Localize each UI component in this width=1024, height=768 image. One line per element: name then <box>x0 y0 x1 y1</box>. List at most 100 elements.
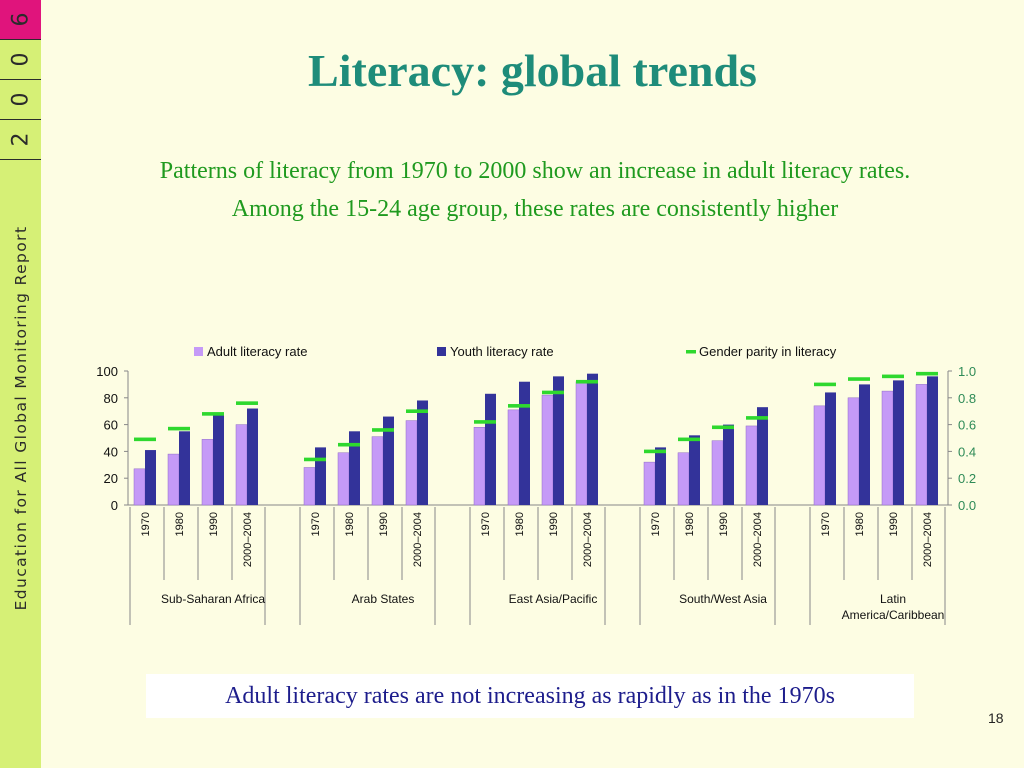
youth-rate-bar <box>893 380 904 505</box>
y-right-tick-label: 1.0 <box>958 364 976 379</box>
adult-rate-bar <box>133 468 146 506</box>
period-label: 1970 <box>820 512 832 536</box>
youth-rate-bar <box>689 435 700 505</box>
period-label: 1980 <box>514 512 526 536</box>
youth-rate-bar <box>383 416 394 505</box>
period-label: 1990 <box>888 512 900 536</box>
youth-rate-bar <box>315 447 326 505</box>
youth-rate-bar <box>825 392 836 505</box>
adult-rate-bar <box>235 424 248 506</box>
adult-rate-bar <box>337 452 350 506</box>
y-left-tick-label: 40 <box>104 444 118 459</box>
period-label: 1990 <box>718 512 730 536</box>
adult-rate-bar <box>303 467 316 506</box>
period-label: 1980 <box>174 512 186 536</box>
subtitle-line-2: Among the 15-24 age group, these rates a… <box>231 196 839 222</box>
period-label: 2000–2004 <box>412 512 424 567</box>
gender-parity-marker <box>678 437 700 442</box>
period-label: 2000–2004 <box>752 512 764 567</box>
group-label: Arab States <box>352 592 415 606</box>
year-digit: 2 <box>0 120 41 160</box>
year-digit: 0 <box>0 40 41 80</box>
period-label: 1980 <box>344 512 356 536</box>
y-left-tick-label: 20 <box>104 471 118 486</box>
y-left-tick-label: 80 <box>104 391 118 406</box>
y-right-tick-label: 0.0 <box>958 498 976 513</box>
gender-parity-marker <box>848 377 870 381</box>
y-right-tick-label: 0.6 <box>958 418 976 433</box>
legend-swatch <box>437 347 446 356</box>
youth-rate-bar <box>859 384 870 505</box>
adult-rate-bar <box>643 461 656 506</box>
slide-subtitle: Patterns of literacy from 1970 to 2000 s… <box>50 152 1020 228</box>
gender-parity-marker <box>372 428 394 432</box>
legend-swatch <box>194 347 203 356</box>
y-left-tick-label: 60 <box>104 418 118 433</box>
youth-rate-bar <box>247 408 258 505</box>
period-label: 2000–2004 <box>922 512 934 567</box>
gender-parity-marker <box>882 374 904 379</box>
period-label: 2000–2004 <box>242 512 254 567</box>
adult-rate-bar <box>915 384 928 506</box>
sidebar: 6 0 0 2 Education for All Global Monitor… <box>0 0 41 768</box>
youth-rate-bar <box>587 373 598 505</box>
gender-parity-marker <box>712 425 734 430</box>
period-label: 1980 <box>854 512 866 536</box>
gender-parity-marker <box>406 409 428 413</box>
gender-parity-marker <box>644 449 666 454</box>
year-badge: 6 0 0 2 <box>0 0 41 160</box>
adult-rate-bar <box>371 436 384 506</box>
y-right-tick-label: 0.4 <box>958 444 976 459</box>
period-label: 2000–2004 <box>582 512 594 567</box>
group-label: Sub-Saharan Africa <box>161 592 265 606</box>
subtitle-line-1: Patterns of literacy from 1970 to 2000 s… <box>159 158 911 184</box>
youth-rate-bar <box>519 381 530 505</box>
slide-title: Literacy: global trends <box>308 45 757 96</box>
group-label: East Asia/Pacific <box>509 592 598 606</box>
youth-rate-bar <box>179 431 190 505</box>
adult-rate-bar <box>813 405 826 506</box>
adult-rate-bar <box>575 381 588 506</box>
period-label: 1990 <box>548 512 560 536</box>
youth-rate-bar <box>349 431 360 505</box>
youth-rate-bar <box>213 415 224 505</box>
group-label: Latin America/Caribbean <box>842 592 945 622</box>
legend-label: Gender parity in literacy <box>699 344 837 359</box>
y-left-tick-label: 0 <box>111 498 118 513</box>
y-right-tick-label: 0.8 <box>958 391 976 406</box>
gender-parity-marker <box>202 412 224 416</box>
gender-parity-marker <box>304 457 326 462</box>
gender-parity-marker <box>168 426 190 431</box>
y-left-tick-label: 100 <box>96 364 118 379</box>
gender-parity-marker <box>746 416 768 420</box>
gender-parity-marker <box>576 379 598 384</box>
adult-rate-bar <box>541 394 554 506</box>
gender-parity-marker <box>814 382 836 387</box>
youth-rate-bar <box>655 447 666 505</box>
youth-rate-bar <box>145 450 156 505</box>
adult-rate-bar <box>405 420 418 506</box>
gender-parity-marker <box>508 404 530 408</box>
period-label: 1970 <box>140 512 152 536</box>
page-number: 18 <box>988 710 1004 726</box>
gender-parity-marker <box>134 437 156 442</box>
slide-footnote: Adult literacy rates are not increasing … <box>146 674 914 718</box>
period-label: 1990 <box>208 512 220 536</box>
adult-rate-bar <box>881 390 894 506</box>
gender-parity-marker <box>542 390 564 395</box>
gender-parity-marker <box>236 401 258 405</box>
year-digit: 6 <box>0 0 41 40</box>
adult-rate-bar <box>847 397 860 506</box>
gender-parity-marker <box>338 442 360 447</box>
period-label: 1990 <box>378 512 390 536</box>
adult-rate-bar <box>201 439 214 506</box>
group-label-line: Latin <box>880 592 906 606</box>
year-digit: 0 <box>0 80 41 120</box>
period-label: 1980 <box>684 512 696 536</box>
y-right-tick-label: 0.2 <box>958 471 976 486</box>
youth-rate-bar <box>757 407 768 505</box>
period-label: 1970 <box>480 512 492 536</box>
legend-label: Youth literacy rate <box>450 344 554 359</box>
group-label-line: America/Caribbean <box>842 608 945 622</box>
youth-rate-bar <box>723 424 734 505</box>
